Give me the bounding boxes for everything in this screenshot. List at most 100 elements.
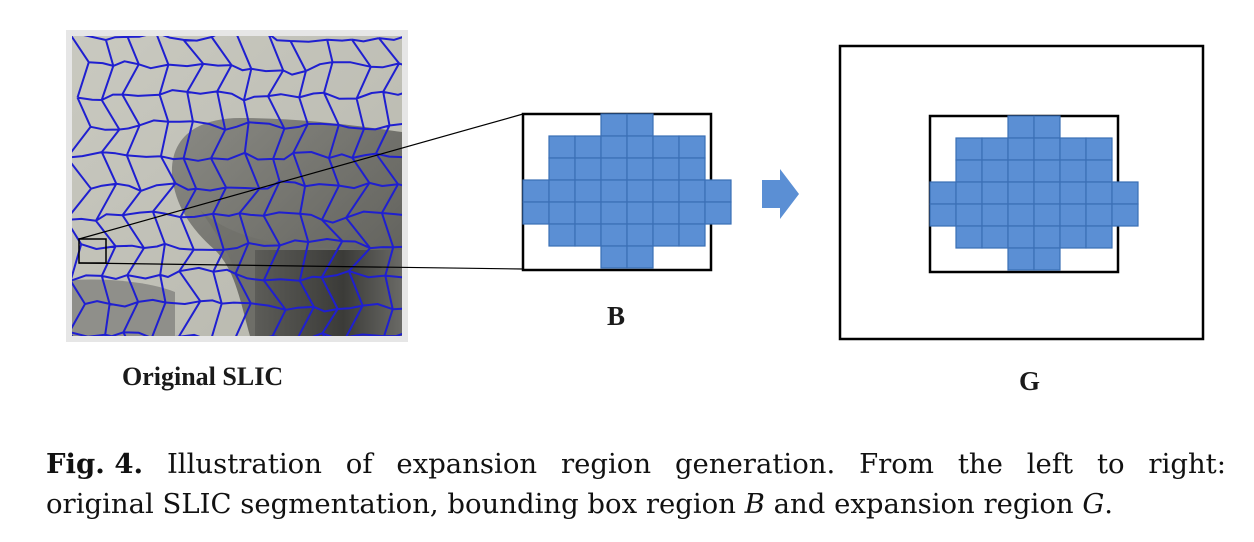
pixel-cell-b	[652, 223, 680, 247]
caption-word: of	[345, 448, 373, 480]
bounding-box-b	[521, 112, 732, 272]
pixel-cell-b	[626, 157, 654, 181]
caption-text: .	[1104, 488, 1114, 520]
pixel-cell-g	[1007, 203, 1035, 227]
pixel-cell-g	[1007, 137, 1035, 161]
pixel-cell-b	[574, 201, 602, 225]
pixel-cell-b	[600, 223, 628, 247]
slic-segmentation-image	[66, 30, 408, 342]
caption-word: region	[560, 448, 652, 480]
superpixel-pixels-g	[929, 115, 1139, 271]
expansion-region-g	[838, 44, 1205, 341]
caption-word: From	[859, 448, 934, 480]
pixel-cell-b	[574, 135, 602, 159]
pixel-cell-b	[626, 245, 654, 269]
original-slic-label: Original SLIC	[122, 362, 284, 391]
caption-word: left	[1026, 448, 1074, 480]
pixel-cell-g	[929, 181, 957, 205]
pixel-cell-g	[929, 203, 957, 227]
caption-word: Illustration	[166, 448, 322, 480]
superpixel-boundaries	[72, 36, 402, 336]
figure-number: Fig. 4.	[46, 448, 144, 480]
pixel-cell-g	[955, 203, 983, 227]
pixel-cell-g	[1033, 137, 1061, 161]
pixel-cell-b	[678, 223, 706, 247]
pixel-cell-g	[1085, 225, 1113, 249]
pixel-cell-g	[1033, 181, 1061, 205]
pixel-cell-b	[626, 223, 654, 247]
pixel-cell-g	[981, 181, 1009, 205]
pixel-cell-b	[548, 179, 576, 203]
pixel-cell-b	[522, 179, 550, 203]
pixel-cell-b	[652, 201, 680, 225]
caption-word: the	[957, 448, 1003, 480]
pixel-cell-g	[981, 137, 1009, 161]
caption-text: and expansion region	[764, 488, 1083, 520]
pixel-cell-g	[1007, 115, 1035, 139]
pixel-cell-g	[1059, 159, 1087, 183]
zoom-line-bottom	[78, 262, 524, 270]
caption-line-2: original SLIC segmentation, bounding box…	[46, 484, 1226, 524]
pixel-cell-g	[1033, 225, 1061, 249]
figure-caption: Fig. 4. Illustration of expansion region gen…	[46, 444, 1226, 524]
bounding-box-label: B	[607, 301, 626, 331]
pixel-cell-b	[548, 135, 576, 159]
pixel-cell-b	[600, 179, 628, 203]
superpixel-boundary-path	[72, 36, 402, 336]
pixel-cell-g	[1007, 225, 1035, 249]
pixel-cell-g	[1007, 247, 1035, 271]
pixel-cell-g	[981, 225, 1009, 249]
pixel-cell-g	[981, 203, 1009, 227]
pixel-cell-b	[600, 113, 628, 137]
pixel-cell-g	[1111, 181, 1139, 205]
pixel-cell-b	[600, 135, 628, 159]
pixel-cell-g	[1059, 137, 1087, 161]
pixel-cell-g	[955, 181, 983, 205]
pixel-cell-b	[678, 135, 706, 159]
pixel-cell-g	[1111, 203, 1139, 227]
caption-word: right:	[1148, 448, 1226, 480]
pixel-cell-g	[1007, 159, 1035, 183]
figure-diagram	[66, 30, 1205, 342]
pixel-cell-b	[626, 201, 654, 225]
pixel-cell-b	[652, 179, 680, 203]
pixel-cell-b	[600, 245, 628, 269]
pixel-cell-b	[600, 201, 628, 225]
pixel-cell-g	[1033, 203, 1061, 227]
pixel-cell-g	[955, 159, 983, 183]
pixel-cell-b	[626, 113, 654, 137]
pixel-cell-g	[1007, 181, 1035, 205]
pixel-cell-b	[600, 157, 628, 181]
pixel-cell-g	[1059, 203, 1087, 227]
pixel-cell-b	[574, 157, 602, 181]
pixel-cell-b	[574, 179, 602, 203]
pixel-cell-g	[955, 225, 983, 249]
caption-word: generation.	[674, 448, 836, 480]
zoom-line-top	[78, 113, 524, 240]
pixel-cell-b	[626, 179, 654, 203]
pixel-cell-b	[678, 157, 706, 181]
pixel-cell-b	[652, 157, 680, 181]
lower-left-region	[72, 279, 175, 336]
pixel-cell-g	[955, 137, 983, 161]
pixel-cell-b	[574, 223, 602, 247]
pixel-cell-b	[704, 201, 732, 225]
pixel-cell-g	[1085, 203, 1113, 227]
pixel-cell-b	[548, 157, 576, 181]
caption-text: original SLIC segmentation, bounding box…	[46, 488, 745, 520]
pixel-cell-g	[1033, 247, 1061, 271]
pixel-cell-b	[678, 201, 706, 225]
caption-var-g: G	[1082, 488, 1105, 520]
caption-word: expansion	[396, 448, 538, 480]
pixel-cell-g	[1033, 115, 1061, 139]
pixel-cell-b	[704, 179, 732, 203]
pixel-cell-g	[1085, 137, 1113, 161]
caption-word: to	[1096, 448, 1125, 480]
expansion-region-label: G	[1019, 366, 1041, 396]
pixel-cell-g	[1033, 159, 1061, 183]
pixel-cell-g	[1059, 181, 1087, 205]
pixel-cell-g	[981, 159, 1009, 183]
superpixel-pixels-b	[522, 113, 732, 269]
caption-line-1: Fig. 4. Illustration of expansion region gen…	[46, 444, 1226, 484]
pixel-cell-b	[678, 179, 706, 203]
